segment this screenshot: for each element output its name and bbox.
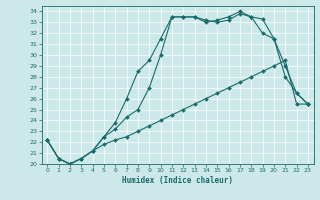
X-axis label: Humidex (Indice chaleur): Humidex (Indice chaleur) (122, 176, 233, 185)
